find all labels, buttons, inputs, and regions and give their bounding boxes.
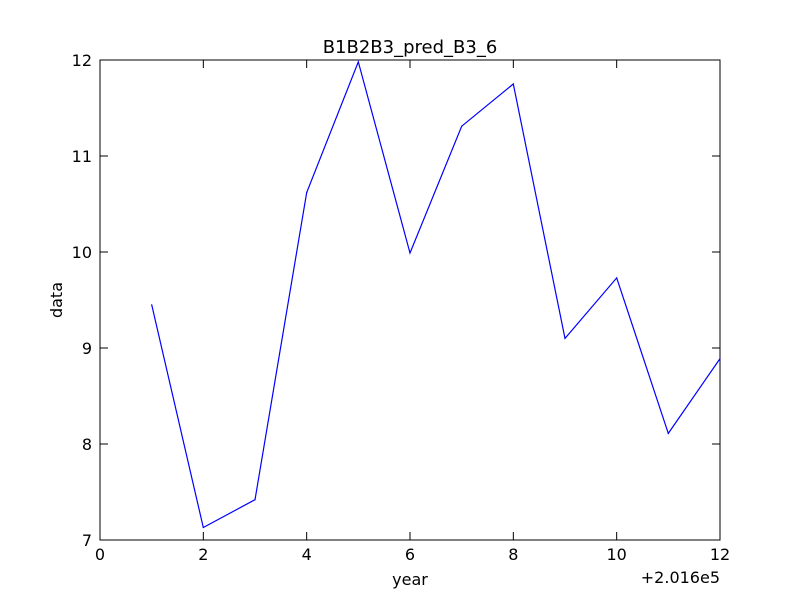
x-offset-label: +2.016e5 <box>641 568 720 587</box>
x-tick-label: 6 <box>405 545 415 564</box>
data-point <box>151 304 153 306</box>
y-tick-label: 8 <box>82 435 92 454</box>
x-tick-label: 2 <box>198 545 208 564</box>
data-point <box>564 337 566 339</box>
x-tick-label: 4 <box>302 545 312 564</box>
data-point <box>254 499 256 501</box>
plot-frame <box>99 59 721 541</box>
data-point <box>306 191 308 194</box>
x-tick-label: 12 <box>710 545 730 564</box>
data-point <box>616 277 618 279</box>
data-point <box>461 125 463 127</box>
series-line <box>151 59 721 529</box>
data-point <box>719 357 721 360</box>
x-tick-label: 8 <box>508 545 518 564</box>
data-point <box>667 432 669 435</box>
y-tick-label: 10 <box>72 243 92 262</box>
x-tick-label: 10 <box>606 545 626 564</box>
chart-title: B1B2B3_pred_B3_6 <box>323 37 498 58</box>
x-axis-label: year <box>392 570 428 589</box>
y-axis-label: data <box>47 282 66 318</box>
data-point <box>512 83 514 85</box>
x-tick-label: 0 <box>95 545 105 564</box>
x-axis-ticks: 0 2 4 6 8 10 12 <box>95 60 730 564</box>
y-tick-label: 7 <box>82 531 92 550</box>
plot-area: 0 2 4 6 8 10 12 7 8 9 10 11 12 <box>72 51 731 564</box>
y-tick-label: 12 <box>72 51 92 70</box>
data-point <box>202 526 204 529</box>
series-layer <box>151 59 721 529</box>
data-point <box>409 252 411 254</box>
y-axis-ticks: 7 8 9 10 11 12 <box>72 51 720 550</box>
y-tick-label: 9 <box>82 339 92 358</box>
y-tick-label: 11 <box>72 147 92 166</box>
data-point <box>357 61 359 63</box>
